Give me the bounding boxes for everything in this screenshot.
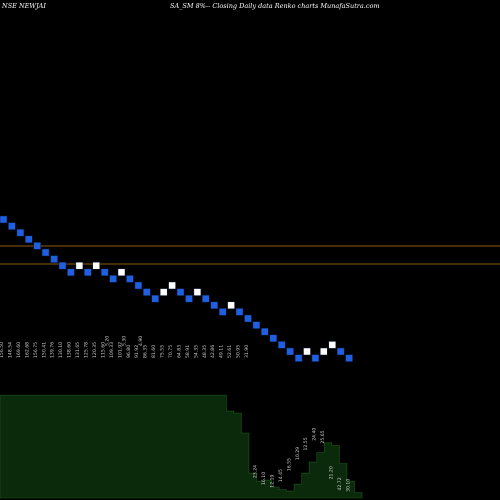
renko-brick-down [109, 275, 117, 283]
volume-label: 42.72 [337, 477, 343, 490]
volume-label: 75.55 [160, 345, 166, 358]
volume-label: 109.33 [109, 342, 115, 358]
volume-label: 156.50 [0, 342, 5, 358]
renko-brick-down [286, 347, 294, 356]
volume-label: 120.35 [92, 342, 98, 358]
chart-caption: SA_SM 8%-- Closing Daily data Renko char… [170, 2, 380, 10]
renko-brick-up [227, 301, 235, 310]
renko-brick-down [294, 354, 303, 362]
volume-label: 81.60 [151, 345, 157, 358]
volume-label-raised: 5.20 [104, 336, 110, 346]
renko-brick-down [58, 261, 67, 270]
renko-brick-down [235, 308, 244, 316]
volume-label: 14.45 [278, 469, 284, 482]
volume-label: 169.60 [16, 342, 22, 358]
renko-brick-down [25, 235, 33, 244]
renko-brick-up [328, 341, 337, 349]
renko-brick-down [261, 327, 269, 336]
renko-brick-down [202, 294, 210, 303]
volume-label: 16.55 [286, 458, 292, 471]
renko-brick-down [176, 288, 185, 296]
renko-brick-down [277, 341, 286, 349]
renko-brick-up [117, 268, 126, 277]
volume-label: 31.90 [244, 345, 250, 358]
volume-label: 150.41 [41, 342, 47, 358]
renko-brick-up [320, 347, 328, 356]
volume-label: 54.35 [193, 345, 199, 358]
renko-brick-down [210, 301, 219, 310]
renko-brick-down [345, 354, 353, 362]
volume-label: 30.10 [345, 479, 351, 492]
renko-brick-down [311, 354, 320, 362]
renko-brick-down [218, 308, 227, 316]
renko-brick-down [143, 288, 151, 296]
renko-brick-up [303, 347, 311, 356]
volume-label: 138.60 [67, 342, 73, 358]
volume-label: 131.65 [75, 342, 81, 358]
renko-brick-down [252, 321, 261, 329]
renko-brick-down [100, 268, 109, 277]
renko-brick-up [159, 288, 168, 296]
volume-label: 58.91 [185, 345, 191, 358]
volume-label: 23.24 [253, 465, 259, 478]
volume-label: 52.61 [227, 345, 233, 358]
volume-label-raised: 5.30 [121, 336, 127, 346]
renko-brick-down [151, 294, 159, 303]
volume-label: 130.10 [58, 342, 64, 358]
volume-label: 125.78 [84, 342, 90, 358]
renko-brick-down [16, 228, 25, 237]
volume-label: 91.92 [134, 345, 140, 358]
renko-brick-up [92, 261, 100, 270]
volume-label: 101.92 [117, 342, 123, 358]
renko-brick-down [134, 281, 143, 290]
volume-label: 70.75 [168, 345, 174, 358]
renko-brick-down [50, 255, 58, 263]
bricks-layer [0, 215, 353, 362]
volume-label: 115.60 [100, 342, 106, 358]
volume-label: 162.68 [24, 342, 30, 358]
renko-brick-down [126, 275, 134, 283]
volume-label: 24.40 [312, 428, 318, 441]
volume-label: 16.10 [261, 472, 267, 485]
volume-label: 12.55 [303, 437, 309, 450]
renko-brick-up [193, 288, 202, 296]
renko-brick-down [41, 248, 50, 257]
renko-brick-down [67, 268, 75, 277]
volume-label: 86.35 [143, 345, 149, 358]
volume-label-raised: 4.90 [138, 336, 144, 346]
volume-label: 48.35 [202, 345, 208, 358]
chart-symbol: NSE NEWJAI [2, 2, 46, 10]
renko-brick-down [8, 222, 16, 230]
volume-label: 139.76 [50, 342, 56, 358]
reference-lines-layer [0, 245, 500, 265]
renko-brick-down [244, 314, 252, 323]
renko-brick-down [33, 242, 41, 250]
volume-label: 148.54 [7, 342, 13, 358]
volume-labels-layer: 156.50 148.54 169.60 162.68 156.75 150.41 139.… [0, 336, 351, 492]
volume-label: 96.80 [126, 345, 132, 358]
volume-area-layer [0, 394, 363, 499]
renko-brick-down [269, 334, 278, 343]
volume-area [0, 394, 363, 499]
volume-label: 156.75 [33, 342, 39, 358]
volume-label: 12.19 [269, 474, 275, 487]
renko-brick-up [75, 261, 84, 270]
renko-brick-up [168, 281, 176, 290]
renko-brick-down [185, 294, 193, 303]
volume-label: 49.11 [219, 345, 225, 358]
volume-label: 10.29 [295, 447, 301, 460]
volume-label: 42.86 [210, 345, 216, 358]
renko-brick-down [336, 347, 345, 356]
volume-label: 64.83 [176, 345, 182, 358]
volume-label: 25.65 [320, 430, 326, 443]
renko-brick-down [0, 215, 8, 224]
renko-brick-down [84, 268, 92, 277]
volume-label: 21.20 [329, 466, 335, 479]
volume-label: 50.95 [236, 345, 242, 358]
